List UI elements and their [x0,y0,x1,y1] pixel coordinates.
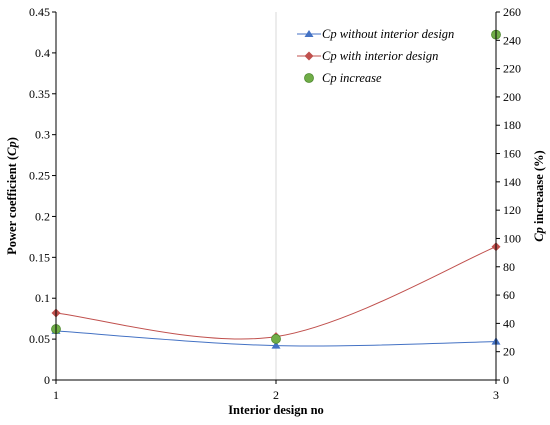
y2-tick-label: 0 [503,373,509,387]
x-tick-label: 1 [53,388,59,402]
legend-label-cp-increase: Cp increase [322,71,382,85]
y-tick-label: 0.25 [29,169,50,183]
y-tick-label: 0 [44,373,50,387]
y-tick-label: 0.1 [35,291,50,305]
y-tick-label: 0.05 [29,332,50,346]
y2-tick-label: 140 [503,175,521,189]
ticks-layer: 0 0.05 0.1 0.15 0.2 0.25 0.3 0.35 0.4 0.45 0 20 40 60… [29,5,521,402]
y2-tick-label: 160 [503,147,521,161]
y-tick-label: 0.4 [35,46,50,60]
y2-tick-label: 80 [503,260,515,274]
legend-item-cp-with: Cp with interior design [297,49,438,63]
y-tick-label: 0.35 [29,87,50,101]
axis-layer [52,11,500,384]
y2-tick-label: 200 [503,90,521,104]
y2-tick-label: 20 [503,345,515,359]
legend-marker-circle [304,73,314,83]
y2-tick-label: 180 [503,118,521,132]
y2-tick-label: 60 [503,288,515,302]
y2-tick-label: 100 [503,231,521,245]
legend: Cp without interior design Cp with inter… [297,27,454,85]
point-triangle [271,341,281,349]
legend-marker-diamond [304,51,314,61]
legend-item-cp-increase: Cp increase [304,71,382,85]
y2-tick-label: 220 [503,62,521,76]
y2-tick-label: 260 [503,5,521,19]
legend-marker-triangle [304,30,314,37]
y2-axis-title: Cp increaase (%) [532,150,546,241]
y-tick-label: 0.2 [35,209,50,223]
x-tick-label: 3 [493,388,499,402]
x-axis-title: Interior design no [228,403,324,417]
point-circle [271,334,281,344]
y2-tick-label: 120 [503,203,521,217]
y2-tick-label: 240 [503,33,521,47]
x-tick-label: 2 [273,388,279,402]
y2-tick-label: 40 [503,316,515,330]
legend-label-cp-without: Cp without interior design [322,27,454,41]
y-tick-label: 0.15 [29,250,50,264]
y-tick-label: 0.45 [29,5,50,19]
legend-label-cp-with: Cp with interior design [322,49,438,63]
y-tick-label: 0.3 [35,128,50,142]
y-axis-title: Power coefficient (Cp) [5,137,19,255]
legend-item-cp-without: Cp without interior design [297,27,454,41]
